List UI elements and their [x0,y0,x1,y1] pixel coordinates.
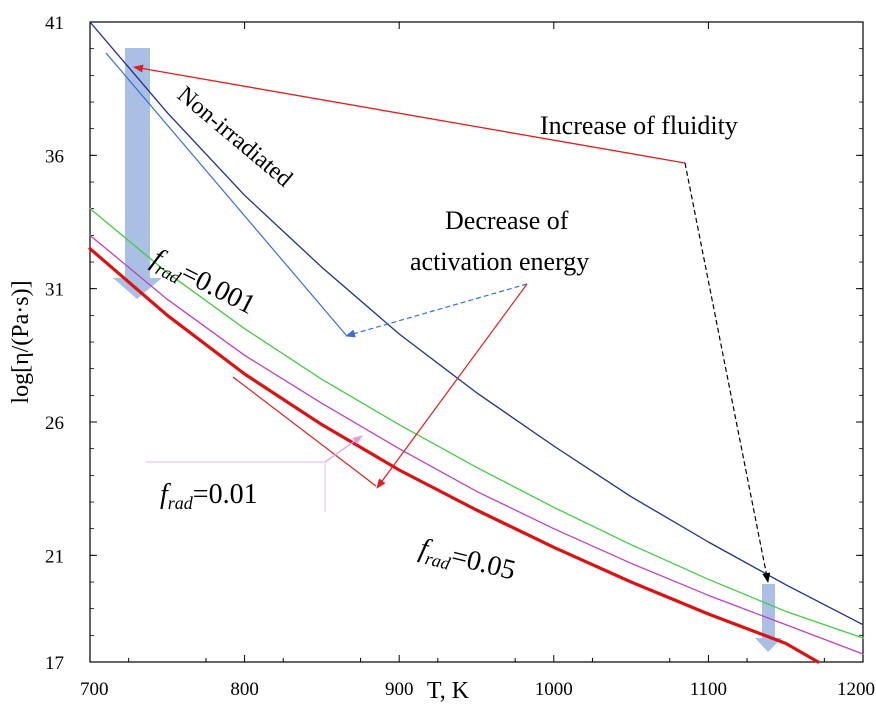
f01-label: frad=0.01 [160,479,258,513]
annotation-arrows [105,52,771,583]
decrease-arrow-blue [345,283,528,338]
y-tick-label: 21 [45,546,64,567]
x-tick-label: 900 [385,679,414,700]
tick-labels: 700 800 900 1000 1100 1200 17 21 26 31 36 41 [45,13,875,700]
y-tick-label: 36 [45,146,64,167]
f05-value: =0.05 [448,541,518,587]
series-line-0 [89,21,864,626]
f01-value: =0.01 [193,479,258,510]
series-line-1 [89,208,864,639]
series-layer [88,21,864,664]
small-blue-arrow [755,584,782,652]
series-line-3 [88,247,820,664]
y-axis-label: log[η/(Pa·s)] [8,280,34,403]
x-tick-label: 1100 [690,679,727,700]
x-tick-label: 1000 [535,679,573,700]
fluidity-arrow-red [133,64,686,164]
f05-label: frad=0.05 [416,533,519,590]
decrease-label-line1: Decrease of [445,206,569,235]
y-tick-label: 41 [45,13,64,34]
decrease-arrow-red [376,283,528,489]
f01-subscript: rad [168,493,194,513]
y-tick-label: 31 [45,280,64,301]
x-tick-label: 1200 [837,679,875,700]
fluidity-label: Increase of fluidity [540,111,738,140]
x-tick-label: 700 [80,679,109,700]
f01-arrow [324,435,363,463]
y-tick-label: 26 [45,413,64,434]
series-line-2 [89,234,864,655]
f001-value: =0.001 [176,258,260,321]
axis-ticks [89,21,864,663]
fluidity-arrow-black [684,162,771,583]
non-irradiated-pointer [105,52,347,336]
f01-symbol: f [160,479,171,510]
x-axis-label: T, K [427,678,470,704]
x-tick-label: 800 [230,679,259,700]
f001-pointer [232,376,377,487]
y-tick-label: 17 [45,653,64,674]
decrease-label-line2: activation energy [410,247,589,276]
